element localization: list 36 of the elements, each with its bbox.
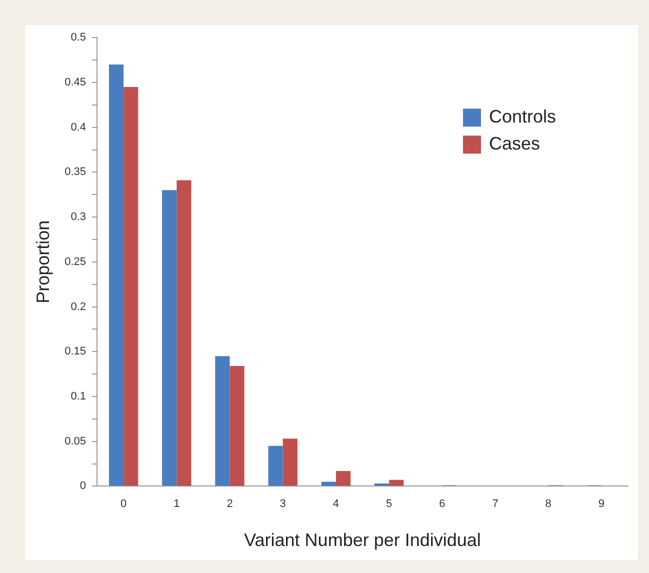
y-tick-label: 0.5: [70, 32, 86, 44]
x-tick-label: 3: [280, 498, 286, 510]
bar: [108, 64, 124, 486]
x-tick-label: 4: [332, 498, 340, 510]
x-tick-label: 0: [120, 498, 127, 510]
bar: [282, 438, 298, 486]
bar: [321, 482, 336, 486]
bar: [162, 190, 177, 486]
x-tick-label: 6: [439, 498, 446, 510]
y-tick-label: 0: [80, 480, 86, 492]
y-tick-label: 0.35: [64, 166, 86, 178]
bar: [268, 446, 283, 486]
y-tick-label: 0.45: [64, 76, 86, 88]
bar: [124, 86, 138, 486]
bar: [230, 366, 244, 486]
y-tick-label: 0.05: [64, 435, 86, 448]
y-tick-label: 0.3: [70, 211, 86, 224]
x-tick-label: 9: [598, 498, 605, 510]
y-tick-label: 0.25: [64, 256, 86, 268]
bar: [336, 470, 351, 486]
bar: [176, 180, 192, 486]
x-tick-label: 5: [386, 498, 392, 510]
x-tick-label: 8: [545, 498, 552, 510]
y-axis-title: Proportion: [32, 220, 53, 304]
y-tick-label: 0.15: [64, 346, 86, 358]
y-tick-label: 0.1: [70, 390, 86, 403]
legend-label: Cases: [489, 134, 540, 154]
y-tick-label: 0.2: [70, 300, 86, 313]
y-tick-label: 0.4: [70, 121, 86, 134]
x-tick-label: 2: [226, 498, 233, 510]
bar: [215, 356, 230, 486]
x-tick-label: 7: [492, 498, 498, 510]
legend-label: Controls: [489, 106, 556, 127]
x-axis-title: Variant Number per Individual: [244, 530, 481, 550]
bar: [389, 480, 404, 486]
x-tick-label: 1: [174, 498, 180, 510]
